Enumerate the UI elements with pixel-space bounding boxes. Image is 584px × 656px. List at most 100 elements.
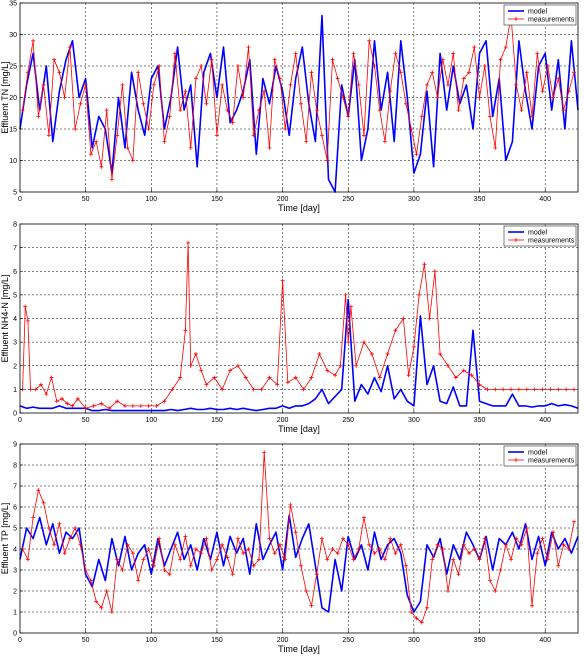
tn-measurements-point: [419, 114, 424, 119]
tn-measurements-point: [361, 133, 366, 138]
nh4-measurements-point: [461, 368, 466, 373]
nh4-measurements-point: [361, 340, 366, 345]
tp-x-tick-label: 100: [145, 637, 157, 644]
tn-measurements-point: [125, 145, 130, 150]
tp-measurements-point: [220, 542, 225, 547]
tn-measurements-point: [193, 76, 198, 81]
tn-measurements-point: [78, 101, 83, 106]
tn-measurements-point: [309, 70, 314, 75]
tp-measurements-point: [404, 563, 409, 568]
tn-measurements-point: [36, 114, 41, 119]
nh4-measurements-point: [251, 387, 256, 392]
tn-x-tick-label: 0: [18, 196, 22, 203]
tn-measurements-point: [409, 127, 414, 131]
tn-measurements-point: [99, 164, 104, 169]
tn-measurements-point: [335, 76, 340, 81]
tp-y-tick-label: 4: [13, 547, 17, 554]
tn-x-tick-label: 400: [539, 196, 551, 203]
tp-y-tick-label: 3: [13, 568, 17, 575]
tp-measurements-point: [246, 547, 251, 551]
nh4-model-line: [19, 298, 579, 412]
tn-measurements-point: [246, 45, 251, 50]
tp-measurements-point: [440, 547, 445, 551]
tn-measurements-point: [398, 70, 403, 75]
tn-measurements-point: [288, 82, 293, 87]
tn-y-tick-label: 25: [9, 64, 17, 71]
tn-measurements-point: [566, 89, 571, 94]
tp-measurements-point: [409, 610, 414, 614]
tn-measurements-point: [488, 114, 493, 119]
nh4-measurements-point: [377, 375, 382, 380]
tn-measurements-point: [393, 51, 398, 56]
tp-measurements-point: [146, 547, 151, 551]
nh4-measurements-point: [267, 375, 272, 380]
tn-measurements-point: [293, 51, 298, 56]
tp-measurements-point: [251, 563, 256, 568]
nh4-measurements-point: [183, 328, 188, 333]
tp-measurements-point: [104, 589, 109, 593]
nh4-measurements-point: [501, 387, 506, 392]
tp-measurements-point: [477, 557, 482, 562]
nh4-measurements-point: [99, 401, 104, 406]
tp-measurements-point: [73, 526, 78, 530]
tp-measurements-point: [193, 547, 198, 551]
tp-measurements-point: [309, 603, 314, 608]
tp-measurements-point: [88, 578, 93, 583]
nh4-measurements-point: [572, 387, 577, 392]
tp-measurements-point: [199, 551, 204, 556]
tp-measurements-point: [130, 551, 135, 556]
tp-measurements-point: [267, 536, 272, 541]
nh4-measurements-point: [564, 387, 569, 392]
nh4-measurements-point: [186, 240, 191, 245]
tn-measurements-point: [498, 57, 503, 62]
tp-measurements-point: [530, 603, 535, 608]
nh4-measurements-point: [401, 316, 406, 321]
tn-measurements-point: [425, 82, 430, 87]
tn-measurements-point: [330, 57, 335, 62]
tn-measurements-point: [440, 57, 445, 62]
nh4-measurements-point: [65, 401, 70, 406]
tp-x-axis-label: Time [day]: [278, 644, 320, 654]
tn-measurements-point: [157, 64, 162, 68]
tn-measurements-point: [251, 133, 256, 138]
nh4-y-tick-label: 6: [13, 269, 17, 276]
tp-measurements-point: [430, 557, 435, 562]
nh4-measurements-point: [162, 399, 167, 404]
nh4-measurements-point: [548, 387, 553, 392]
tp-measurements-point: [46, 526, 51, 530]
tp-measurements-point: [151, 563, 156, 568]
tp-measurements-point: [136, 578, 141, 583]
nh4-x-tick-label: 100: [145, 417, 157, 424]
nh4-legend-box: [503, 225, 577, 247]
nh4-measurements-point: [369, 351, 374, 356]
tn-chart: 0 50 100 150 200 250 300 350 400 5 10 15 20 25 30 35 Tim…: [0, 1, 579, 213]
tp-measurements-point: [319, 536, 324, 541]
nh4-measurements-point: [70, 403, 75, 408]
tp-measurements-point: [115, 557, 120, 562]
tn-measurements-point: [325, 158, 330, 163]
tn-measurements-point: [482, 64, 487, 68]
nh4-measurements-point: [228, 368, 233, 373]
nh4-measurements-point: [259, 387, 264, 392]
tn-measurements-point: [199, 64, 204, 68]
nh4-measurements-point: [23, 304, 28, 309]
nh4-measurements-point: [477, 382, 482, 387]
nh4-measurements-point: [417, 292, 422, 297]
tn-measurements-point: [472, 45, 477, 50]
nh4-measurements-point: [170, 387, 175, 392]
tp-measurements-point: [298, 563, 303, 568]
tp-measurements-point: [241, 551, 246, 556]
nh4-measurements-point: [556, 387, 561, 392]
tn-x-tick-label: 250: [342, 196, 354, 203]
tp-plot-area: [20, 444, 578, 633]
tp-measurements-line: [22, 451, 575, 623]
tn-measurements-point: [451, 51, 456, 56]
tn-y-tick-label: 15: [9, 127, 17, 134]
tn-measurements-point: [545, 64, 550, 68]
tn-measurements-point: [230, 120, 235, 125]
tp-x-tick-label: 350: [474, 637, 486, 644]
tn-measurements-point: [388, 89, 393, 94]
